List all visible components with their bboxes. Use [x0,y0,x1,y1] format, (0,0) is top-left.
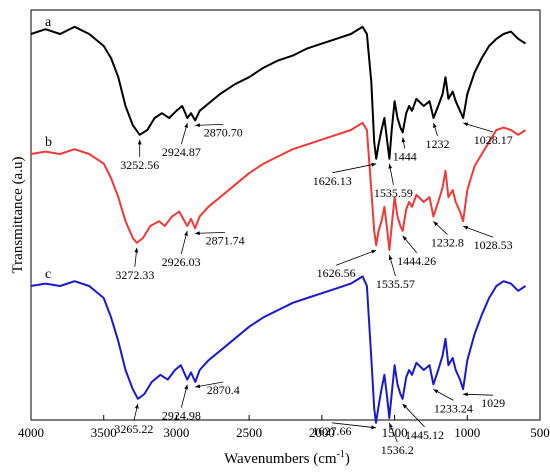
annotation-arrowhead [371,249,377,254]
annotation-leader [463,122,494,133]
annotation-arrowhead [134,247,139,253]
peak-label: 1445.12 [405,428,444,442]
peak-label: 1029 [481,396,505,410]
x-tick-label: 2000 [309,425,335,440]
series-line-c [30,275,527,424]
annotation-arrowhead [433,389,439,394]
annotation-arrowhead [388,255,393,260]
annotation-arrowhead [371,162,377,167]
x-axis-title-sup: -1 [337,449,345,460]
x-tick-label: 2500 [236,425,262,440]
x-tick-label: 1500 [382,425,408,440]
annotation-leader [336,249,377,266]
peak-label: 1028.53 [474,238,513,252]
x-tick-label: 4000 [18,425,44,440]
annotation-leader [195,381,224,388]
annotation-arrowhead [402,403,408,409]
annotation-leader [195,232,226,234]
series-name-layer: a b c [45,15,52,282]
x-tick-label: 3000 [163,425,189,440]
plot-frame [30,9,541,421]
x-axis-ticks: 4000 3500 3000 2500 2000 1500 1000 500 [18,415,550,440]
annotation-arrowhead [463,122,469,127]
annotation-arrowhead [463,392,468,397]
peak-label: 1232 [426,137,450,151]
peak-label: 1626.13 [313,174,352,188]
annotation-leader [462,225,494,238]
annotation-leader [402,403,425,428]
annotation-arrowhead [134,403,139,409]
peak-label: 1536.2 [381,443,414,457]
annotation-leader [463,393,494,396]
annotation-arrowhead [371,425,377,430]
series-line-a [30,25,527,160]
annotation-arrowhead [388,163,393,169]
annotation-arrowhead [433,221,439,226]
peak-label: 1626.56 [317,266,356,280]
annotation-arrowhead [195,384,201,389]
annotation-arrowhead [402,235,408,241]
peak-label: 2870.70 [204,125,243,139]
annotation-arrowhead [184,384,189,390]
peak-label: 1028.17 [474,133,513,147]
peak-label: 1232.8 [431,235,464,249]
annotation-arrowhead [389,423,393,428]
series-name-b: b [45,135,52,150]
y-axis-title: Transmittance (a.u) [10,157,26,274]
x-axis-title: Wavenumbers (cm-1) [224,449,350,467]
series-name-c: c [45,267,51,282]
annotation-leader [195,124,224,126]
annotation-leader [331,422,377,429]
x-tick-label: 3500 [91,425,117,440]
peak-label: 1535.57 [376,277,415,291]
series-name-a: a [45,15,52,30]
annotation-arrowhead [433,123,437,128]
series-layer [30,25,527,424]
annotation-arrowhead [463,225,469,230]
peak-label: 3272.33 [115,268,154,282]
peak-label: 1444 [393,149,417,163]
annotation-arrowhead [184,231,188,236]
annotation-arrowhead [195,123,200,128]
x-axis-title-main: Wavenumbers (cm [224,451,337,467]
x-axis-title-close: ) [345,451,350,467]
peak-label: 3265.22 [114,422,153,436]
peak-label: 2926.03 [162,255,201,269]
peak-label: 1535.59 [374,186,413,200]
peak-label: 1233.24 [434,401,473,415]
x-tick-label: 1000 [454,425,480,440]
annotation-arrowhead [401,137,406,143]
annotation-arrowhead [137,139,142,145]
peak-label: 3252.56 [120,158,159,172]
annotation-arrowhead [184,123,188,128]
peak-label: 1627.66 [313,424,352,438]
x-tick-label: 500 [530,425,550,440]
peak-label: 2871.74 [206,233,245,247]
peak-label: 2870.4 [207,383,240,397]
annotation-leader [332,163,377,174]
series-line-b [30,121,527,251]
peak-label: 2924.87 [162,145,201,159]
peak-label: 1444.26 [397,254,436,268]
annotation-arrowhead [195,231,200,236]
peak-label: 2924.98 [162,409,201,423]
